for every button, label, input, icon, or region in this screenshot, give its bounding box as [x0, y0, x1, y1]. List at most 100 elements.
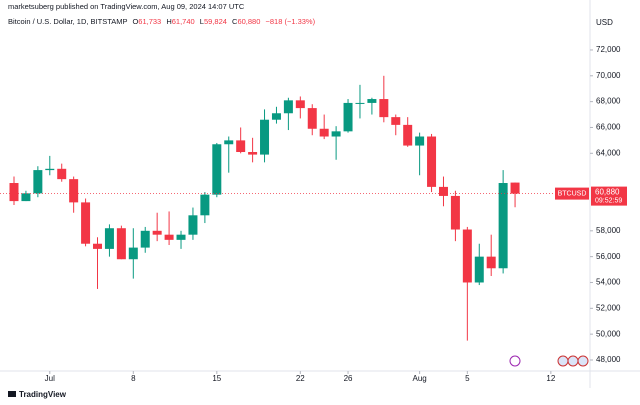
y-tick-label: 72,000: [596, 45, 621, 54]
y-tick-label: 50,000: [596, 329, 621, 338]
published-note: marketsuberg published on TradingView.co…: [8, 2, 245, 11]
candle-body: [260, 119, 270, 155]
candle-body: [474, 256, 484, 283]
candle: [248, 137, 258, 163]
candle: [164, 211, 174, 246]
flag-icon[interactable]: [577, 355, 589, 367]
currency-box: [591, 16, 621, 30]
candle-body: [152, 230, 162, 235]
candle-body: [69, 179, 79, 203]
candle-body: [81, 202, 91, 244]
candle-body: [498, 183, 508, 269]
candle-body: [510, 182, 520, 194]
candle: [140, 226, 150, 253]
candle: [21, 190, 31, 202]
open-label: O: [132, 17, 138, 26]
candle-body: [57, 168, 67, 180]
candle-body: [403, 124, 413, 146]
candle-body: [486, 256, 496, 269]
x-tick-label: 15: [212, 374, 221, 383]
candle: [474, 243, 484, 286]
candle: [379, 75, 389, 123]
y-tick-label: 68,000: [596, 97, 621, 106]
candle-body: [21, 193, 31, 202]
candle: [188, 207, 198, 240]
candle: [319, 114, 329, 140]
y-tick-label: 48,000: [596, 355, 621, 364]
candle-body: [427, 136, 437, 187]
candle: [403, 117, 413, 147]
candle: [200, 192, 210, 224]
candle: [295, 96, 305, 119]
high-value: 61,740: [172, 17, 195, 26]
candle: [57, 163, 67, 182]
candle-body: [307, 108, 317, 129]
candle-body: [128, 247, 138, 260]
candle-body: [248, 152, 258, 155]
candle-body: [331, 131, 341, 137]
candle: [415, 132, 425, 176]
candle: [69, 176, 79, 213]
candle: [93, 237, 103, 289]
candle: [128, 228, 138, 279]
currency: USD: [596, 18, 613, 27]
candle: [367, 97, 377, 115]
candle: [343, 99, 353, 133]
candle-body: [93, 243, 103, 249]
candle-body: [415, 136, 425, 146]
candle-body: [116, 228, 126, 260]
change: −818 (−1.33%): [265, 17, 315, 26]
close-value: 60,880: [237, 17, 260, 26]
candle: [45, 155, 55, 176]
candle: [427, 133, 437, 193]
y-tick-label: 56,000: [596, 252, 621, 261]
candle-body: [283, 100, 293, 114]
candle: [176, 230, 186, 249]
event-icon[interactable]: [509, 355, 521, 367]
candle: [271, 106, 281, 124]
candle-body: [319, 128, 329, 137]
candle: [260, 109, 270, 163]
candle-body: [391, 117, 401, 125]
candle-body: [200, 194, 210, 216]
candle-body: [450, 195, 460, 230]
candle-body: [462, 229, 472, 283]
candle: [33, 166, 43, 198]
x-tick-label: Jul: [45, 374, 55, 383]
candle-body: [343, 102, 353, 132]
x-tick-label: 8: [131, 374, 136, 383]
x-tick-label: Aug: [413, 374, 427, 383]
last-price-symbol: BTCUSD: [558, 190, 587, 197]
candle: [498, 170, 508, 274]
candle: [224, 136, 234, 173]
brand: TradingView: [19, 390, 67, 399]
candle: [9, 176, 19, 205]
candle-body: [104, 228, 114, 249]
candle-body: [438, 186, 448, 196]
logo-mark: [8, 391, 16, 397]
flag-icon[interactable]: [567, 355, 579, 367]
x-tick-label: 12: [546, 374, 555, 383]
candle-body: [295, 100, 305, 109]
flag-icon[interactable]: [557, 355, 569, 367]
open-value: 61,733: [138, 17, 161, 26]
candle-body: [140, 230, 150, 248]
last-price-label: 60,880: [595, 188, 620, 197]
candle-body: [355, 102, 365, 104]
y-tick-label: 54,000: [596, 278, 621, 287]
candle-body: [176, 234, 186, 240]
candle: [438, 176, 448, 207]
candle: [307, 104, 317, 136]
candle: [510, 182, 520, 208]
x-tick-label: 22: [296, 374, 305, 383]
candle-body: [367, 99, 377, 103]
candle: [236, 127, 246, 154]
y-tick-label: 64,000: [596, 148, 621, 157]
candle-body: [164, 234, 174, 240]
candle-body: [45, 168, 55, 171]
y-tick-label: 70,000: [596, 71, 621, 80]
candle: [462, 226, 472, 341]
low-value: 59,824: [204, 17, 227, 26]
countdown: 09:52:59: [595, 197, 622, 204]
